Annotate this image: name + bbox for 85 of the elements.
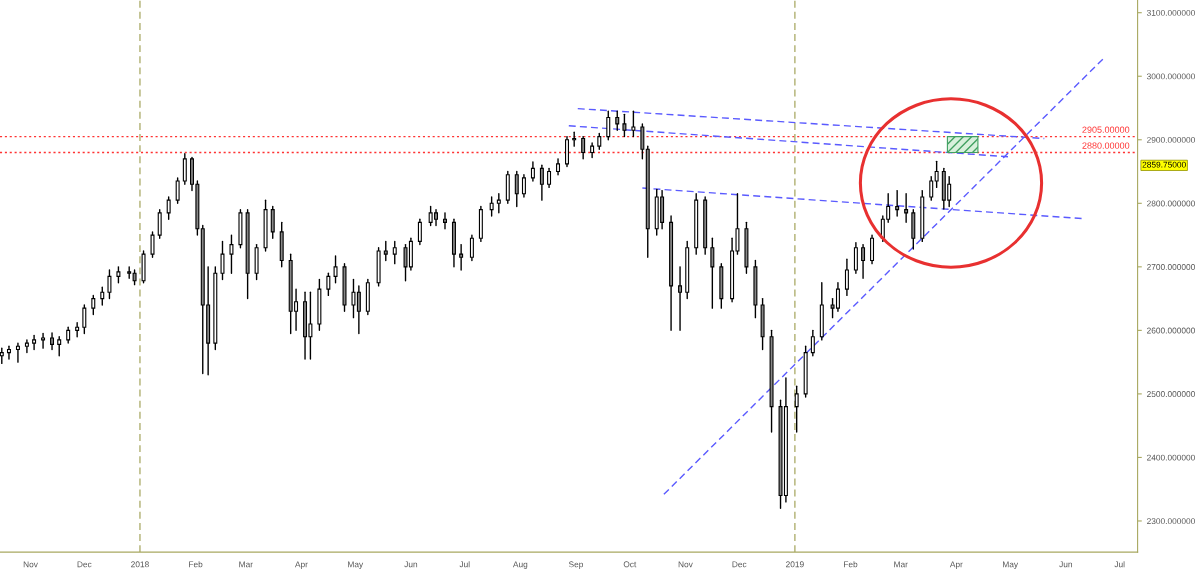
candlestick — [82, 304, 87, 335]
y-tick-label: 3100.000000 — [1146, 9, 1195, 16]
candlestick — [904, 193, 909, 224]
candlestick — [934, 160, 939, 189]
candlestick — [459, 243, 464, 271]
x-tick-label: Jun — [404, 561, 418, 568]
candlestick — [229, 234, 234, 274]
candlestick — [15, 342, 20, 363]
x-tick-label: Mar — [894, 561, 908, 568]
candlestick — [678, 266, 683, 332]
x-tick-label: Mar — [239, 561, 253, 568]
x-tick-label: Oct — [623, 561, 637, 568]
candlestick — [157, 208, 162, 239]
candlestick — [166, 196, 171, 220]
x-tick-label: Apr — [294, 561, 308, 569]
y-tick-label: 2600.000000 — [1147, 327, 1195, 334]
candlestick — [640, 123, 645, 160]
candlestick — [24, 339, 29, 354]
candlestick — [383, 240, 388, 262]
candlestick — [606, 110, 611, 141]
candlestick — [91, 294, 96, 316]
candlestick — [32, 334, 37, 351]
y-tick-label: 2800.000000 — [1147, 200, 1195, 207]
x-tick-label: Aug — [512, 561, 528, 569]
candlestick — [333, 255, 338, 284]
x-tick-label: 2018 — [131, 561, 149, 568]
candlestick — [443, 212, 447, 230]
candlestick — [844, 258, 849, 297]
candlestick — [710, 237, 715, 309]
x-tick-label: Apr — [949, 561, 963, 569]
x-tick-label: May — [348, 561, 364, 569]
candlestick — [469, 234, 474, 262]
candlestick — [581, 135, 586, 160]
candlestick — [220, 240, 225, 281]
candlestick — [895, 189, 900, 217]
candlestick — [514, 170, 519, 208]
candlestick — [75, 322, 80, 338]
candlestick — [521, 174, 526, 198]
x-tick-label: 2019 — [786, 561, 804, 568]
x-tick-label: Feb — [844, 561, 858, 568]
candlestick — [572, 131, 577, 147]
x-tick-label: Nov — [678, 561, 693, 568]
y-tick-label: 2300.000000 — [1147, 518, 1195, 525]
candlestick — [853, 242, 858, 274]
candlestick — [547, 167, 552, 189]
candlestick — [107, 269, 112, 300]
candlestick — [870, 234, 875, 265]
ref-line-label: 2880.00000 — [1082, 142, 1130, 149]
candlestick — [929, 175, 934, 201]
candlestick — [392, 240, 397, 265]
candlestick — [794, 385, 799, 433]
candlestick — [615, 110, 620, 131]
x-tick-label: May — [1003, 561, 1019, 569]
candlestick — [539, 164, 544, 201]
candlestick — [861, 243, 866, 279]
x-tick-label: Jul — [459, 561, 470, 568]
ref-line-label: 2905.00000 — [1082, 126, 1130, 133]
x-tick-label: Jul — [1114, 561, 1125, 568]
candlestick — [622, 113, 627, 138]
y-tick-label: 3000.000000 — [1146, 73, 1195, 80]
candlestick — [417, 218, 422, 246]
candlestick — [175, 177, 180, 205]
x-tick-label: Sep — [568, 561, 584, 569]
candlestick — [41, 332, 46, 349]
candlestick — [6, 345, 11, 360]
y-tick-label: 2400.000000 — [1147, 454, 1195, 461]
candlestick — [182, 153, 187, 185]
candlestick — [496, 193, 501, 214]
candlestick — [150, 231, 155, 259]
y-tick-label: 2900.000000 — [1147, 136, 1195, 143]
candlestick — [57, 336, 62, 357]
candlestick — [530, 161, 535, 182]
text: 2859.75000 — [1142, 161, 1186, 168]
y-tick-label: 2700.000000 — [1147, 264, 1195, 270]
x-tick-label: Dec — [77, 561, 92, 568]
x-tick-label: Dec — [732, 561, 747, 568]
x-tick-label: Jun — [1059, 561, 1072, 568]
candlestick — [489, 196, 494, 217]
candlestick — [326, 272, 331, 297]
candlestick — [631, 110, 636, 138]
y-tick-label: 2500.000000 — [1147, 391, 1195, 398]
candlestick — [810, 329, 815, 357]
x-tick-label: Feb — [189, 561, 203, 568]
x-tick-label: Nov — [23, 561, 38, 568]
candlestick — [270, 205, 275, 239]
